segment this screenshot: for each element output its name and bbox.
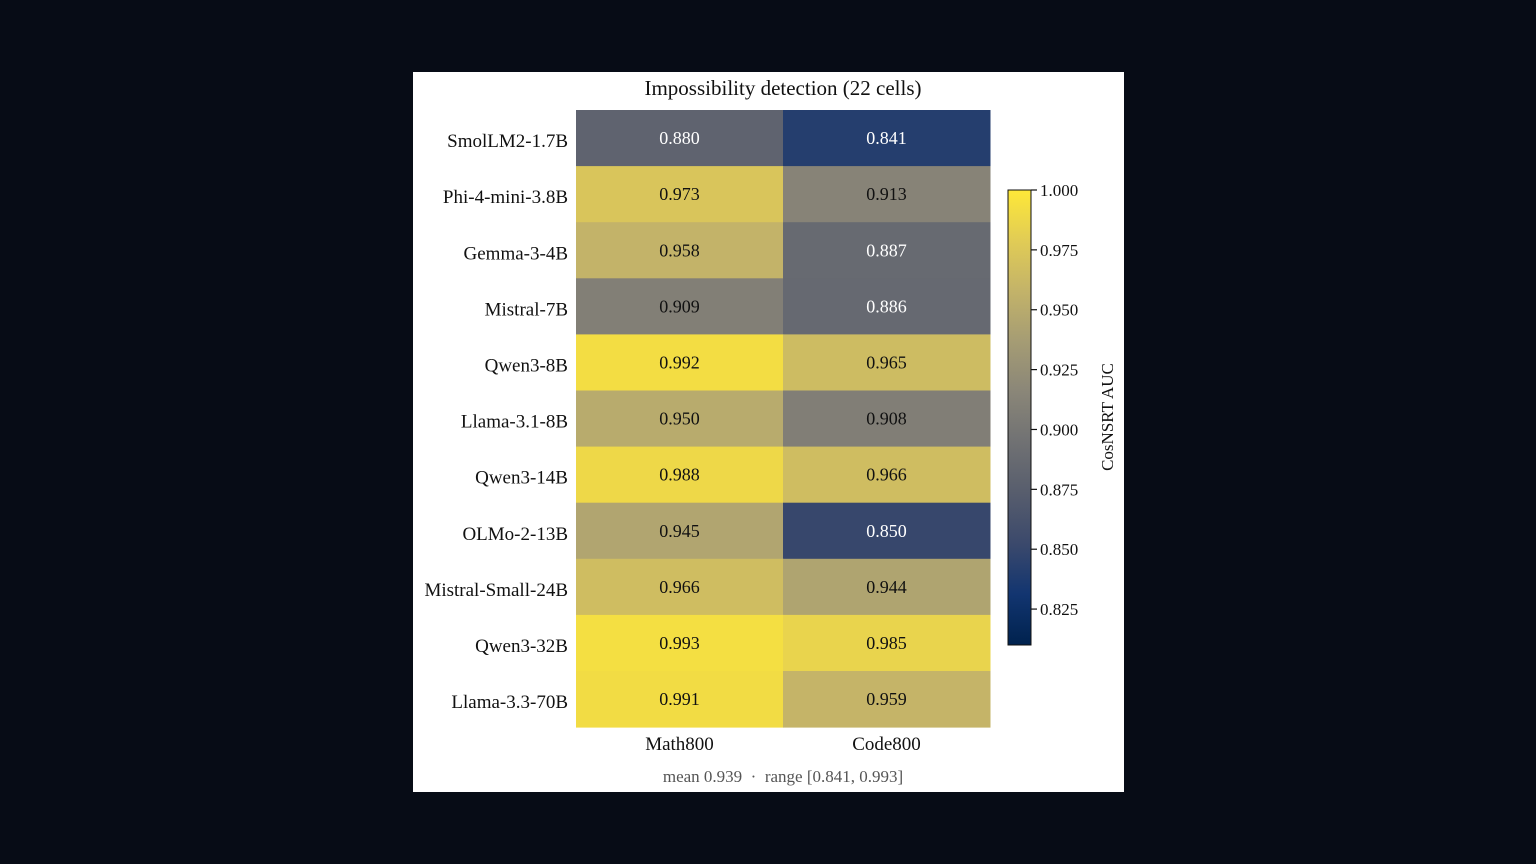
row-label: Mistral-Small-24B	[424, 580, 568, 601]
cell-value-label: 0.992	[659, 352, 700, 372]
heatmap-cell	[783, 558, 991, 616]
colorbar-tick-label: 0.900	[1040, 420, 1078, 439]
cell-value-label: 0.973	[659, 184, 700, 204]
cell-value-label: 0.993	[659, 633, 700, 653]
heatmap-cell	[576, 222, 784, 279]
heatmap-figure: Impossibility detection (22 cells) 0.880…	[413, 72, 1124, 792]
colorbar: 0.825 0.850 0.875 0.900 0.925 0.950 0.975 1.000…	[1007, 181, 1117, 646]
heatmap-cell	[783, 166, 991, 223]
cell-value-label: 0.985	[866, 633, 907, 653]
colorbar-gradient	[1008, 190, 1031, 645]
colorbar-frame	[1007, 189, 1032, 646]
cell-value-label: 0.958	[659, 240, 700, 260]
cell-value-label: 0.991	[659, 689, 700, 709]
column-label: Code800	[852, 734, 921, 755]
heatmap-chart: Impossibility detection (22 cells) 0.880…	[424, 76, 1117, 786]
cell-value-label: 0.887	[866, 240, 907, 260]
row-label: Gemma-3-4B	[464, 243, 568, 264]
column-label: Math800	[645, 734, 714, 755]
cell-value-label: 0.950	[659, 409, 700, 429]
heatmap-cell	[783, 222, 991, 279]
colorbar-tick-label: 1.000	[1040, 181, 1078, 200]
heatmap-cell	[576, 110, 784, 167]
row-label: Qwen3-14B	[475, 468, 568, 489]
heatmap-cell	[783, 502, 991, 560]
cell-value-label: 0.908	[866, 409, 907, 429]
heatmap-cell	[576, 558, 784, 616]
colorbar-tick-label: 0.975	[1040, 241, 1078, 260]
chart-footer: mean 0.939 · range [0.841, 0.993]	[663, 767, 903, 786]
colorbar-label: CosNSRT AUC	[1098, 363, 1117, 471]
cell-value-label: 0.913	[866, 184, 907, 204]
colorbar-ticks: 0.825 0.850 0.875 0.900 0.925 0.950 0.975 1.000	[1031, 181, 1078, 619]
row-label: Llama-3.1-8B	[461, 412, 568, 433]
heatmap-cell	[576, 671, 784, 728]
cell-value-label: 0.965	[866, 352, 907, 372]
heatmap-cell	[576, 166, 784, 223]
heatmap-cell	[783, 110, 991, 167]
heatmap-cell	[576, 614, 784, 672]
heatmap-cell	[576, 278, 784, 335]
heatmap-cells: 0.880 0.841 0.973 0.913 0.958 0.887 0.909 0.886…	[576, 110, 991, 728]
row-label: Llama-3.3-70B	[451, 692, 568, 713]
cell-value-label: 0.886	[866, 296, 907, 316]
chart-title: Impossibility detection (22 cells)	[644, 76, 921, 100]
row-label: Qwen3-8B	[485, 355, 568, 376]
cell-value-label: 0.909	[659, 296, 700, 316]
cell-value-label: 0.944	[866, 577, 907, 597]
row-label: Qwen3-32B	[475, 636, 568, 657]
heatmap-cell	[783, 671, 991, 728]
colorbar-tick-label: 0.825	[1040, 600, 1078, 619]
heatmap-cell	[576, 502, 784, 560]
colorbar-tick-label: 0.950	[1040, 301, 1078, 320]
cell-value-label: 0.966	[659, 577, 700, 597]
heatmap-cell	[576, 390, 784, 448]
cell-value-label: 0.880	[659, 128, 700, 148]
heatmap-cell	[783, 278, 991, 335]
heatmap-cell	[576, 334, 784, 391]
row-label: SmolLM2-1.7B	[447, 131, 568, 152]
cell-value-label: 0.850	[866, 521, 907, 541]
heatmap-cell	[783, 614, 991, 672]
heatmap-cell	[576, 446, 784, 504]
colorbar-tick-label: 0.925	[1040, 361, 1078, 380]
row-label: Phi-4-mini-3.8B	[443, 187, 568, 208]
cell-value-label: 0.945	[659, 521, 700, 541]
cell-value-label: 0.988	[659, 465, 700, 485]
heatmap-cell	[783, 390, 991, 448]
colorbar-tick-label: 0.850	[1040, 540, 1078, 559]
heatmap-cell	[783, 446, 991, 504]
row-label: OLMo-2-13B	[462, 524, 568, 545]
cell-value-label: 0.959	[866, 689, 907, 709]
cell-value-label: 0.841	[866, 128, 907, 148]
row-label: Mistral-7B	[485, 299, 568, 320]
column-labels: Math800 Code800	[645, 734, 921, 755]
cell-value-label: 0.966	[866, 465, 907, 485]
row-labels: SmolLM2-1.7B Phi-4-mini-3.8B Gemma-3-4B Mis…	[424, 131, 568, 713]
heatmap-cell	[783, 334, 991, 391]
colorbar-tick-label: 0.875	[1040, 480, 1078, 499]
